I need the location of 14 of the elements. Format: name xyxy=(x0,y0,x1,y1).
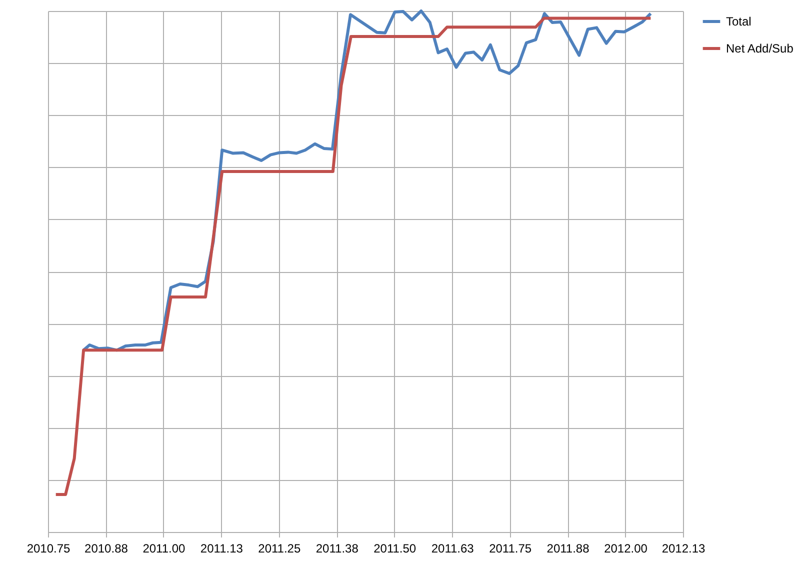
x-tick-label: 2011.13 xyxy=(200,542,244,556)
x-tick-label: 2011.88 xyxy=(546,542,590,556)
x-tick-label: 2010.88 xyxy=(84,542,128,556)
text: 2011.75 xyxy=(489,542,532,556)
legend-label: Total xyxy=(726,14,752,28)
legend-label: Net Add/Sub xyxy=(726,42,794,56)
x-tick-label: 2011.63 xyxy=(431,542,474,556)
x-tick-label: 2011.00 xyxy=(142,542,186,556)
text: 2010.75 xyxy=(26,542,70,556)
x-tick-label: 2012.00 xyxy=(604,542,648,556)
text: 2011.25 xyxy=(258,542,301,556)
x-tick-label: 2011.38 xyxy=(316,542,359,556)
x-tick-label: 2011.50 xyxy=(374,542,416,556)
x-tick-label: 2012.13 xyxy=(662,542,706,556)
